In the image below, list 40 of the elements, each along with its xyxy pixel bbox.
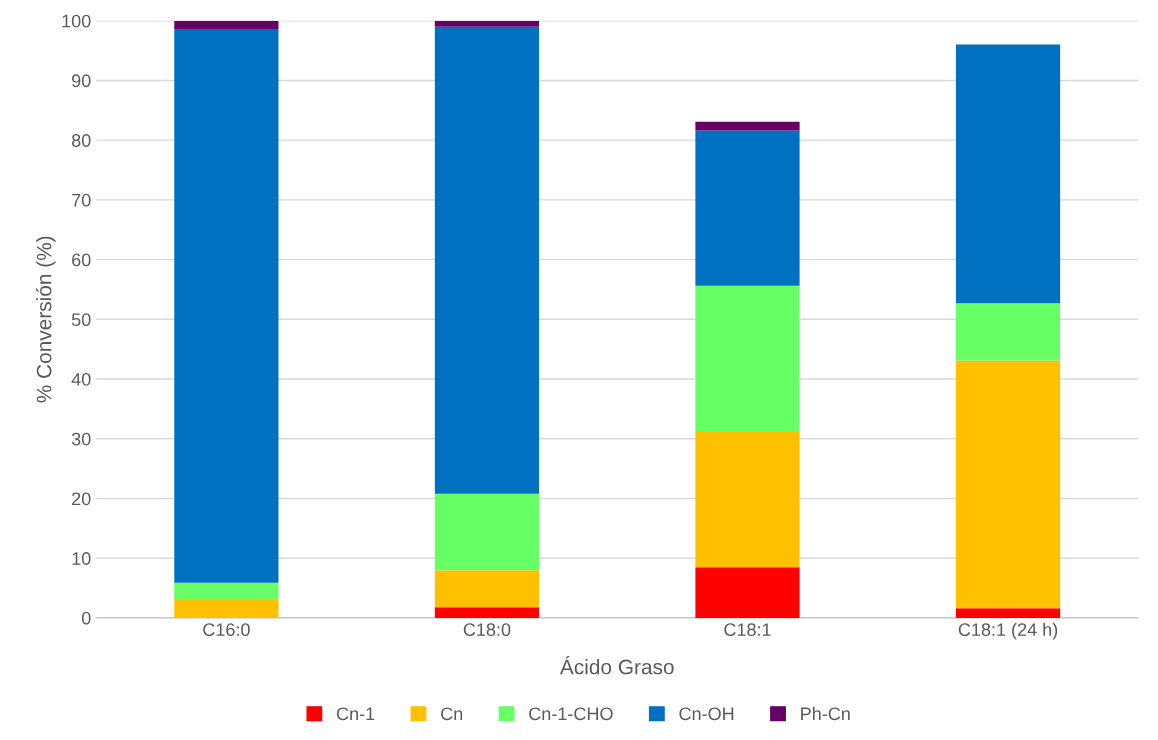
- bar: [955, 608, 1061, 618]
- bar: [695, 430, 800, 568]
- y-tick-label: 90: [72, 74, 91, 88]
- legend-label: Cn-OH: [679, 707, 734, 721]
- legend-label: Ph-Cn: [801, 706, 850, 721]
- bar: [695, 567, 800, 618]
- legend-label: Cn-1: [336, 707, 375, 721]
- bar: [955, 44, 1061, 304]
- y-tick-label: 40: [71, 372, 91, 386]
- legend-label: Cn-1-CHO: [529, 707, 613, 721]
- bar: [434, 26, 540, 494]
- y-tick-label: 10: [72, 552, 91, 565]
- x-tick-label: C16:0: [203, 623, 250, 637]
- bar: [955, 303, 1061, 361]
- x-axis-title: Ácido Graso: [559, 656, 674, 675]
- bar: [695, 121, 800, 131]
- x-tick-label: C18:0: [463, 623, 511, 637]
- bar: [434, 493, 540, 571]
- bar: [434, 607, 540, 618]
- legend-label: Cn: [441, 707, 463, 721]
- y-tick-label: 80: [71, 134, 91, 147]
- x-tick-label: C18:1: [724, 623, 771, 637]
- bar: [434, 20, 540, 27]
- bar: [174, 582, 279, 600]
- bar: [695, 285, 800, 431]
- bar: [174, 599, 279, 618]
- bar: [434, 570, 540, 608]
- y-tick-label: 70: [72, 193, 91, 207]
- y-tick-label: 20: [72, 492, 91, 506]
- bar: [174, 20, 279, 30]
- bar: [955, 360, 1061, 609]
- x-tick-label: C18:1 (24 h): [958, 622, 1058, 640]
- y-tick-label: 100: [62, 14, 91, 28]
- y-tick-label: 0: [81, 611, 91, 625]
- y-tick-label: 50: [71, 313, 91, 327]
- bar: [174, 29, 279, 583]
- bar: [695, 130, 800, 286]
- y-tick-label: 60: [72, 253, 91, 267]
- y-tick-label: 30: [71, 432, 91, 446]
- y-axis-title: % Conversión (%): [35, 236, 56, 403]
